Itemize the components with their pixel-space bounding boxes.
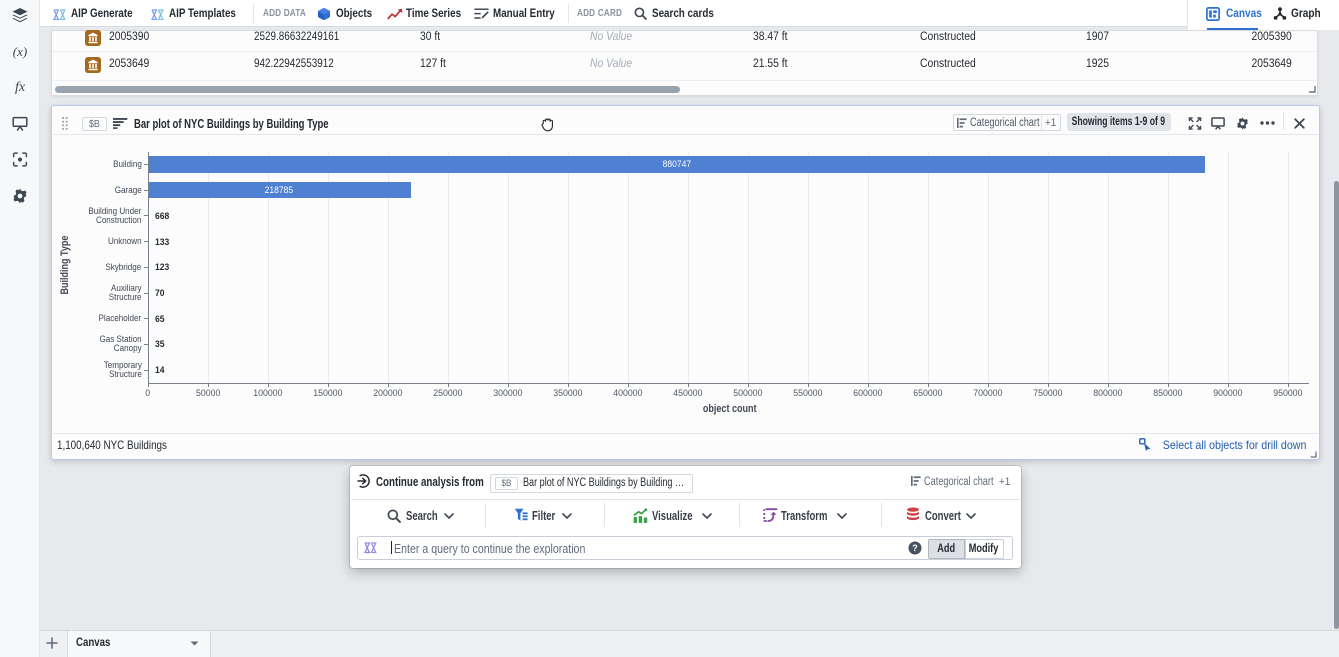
svg-text:?: ?	[912, 543, 918, 553]
